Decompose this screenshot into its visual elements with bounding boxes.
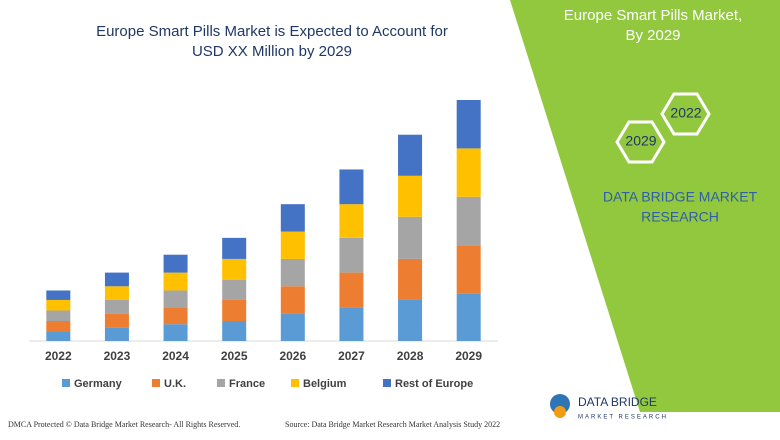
bar-segment <box>46 299 71 311</box>
legend-label: Rest of Europe <box>395 378 473 390</box>
panel-heading: By 2029 <box>625 27 680 44</box>
dmca: DMCA Protected © Data Bridge Market Rese… <box>8 420 240 429</box>
bar-segment <box>339 237 364 273</box>
chart-title: Europe Smart Pills Market is Expected to… <box>96 23 448 40</box>
source: Source: Data Bridge Market Research Mark… <box>285 420 500 429</box>
bar-segment <box>398 134 423 176</box>
bar-segment <box>46 321 71 332</box>
x-tick-label: 2024 <box>162 349 189 363</box>
hex-label: 2022 <box>670 105 701 121</box>
panel-heading: Europe Smart Pills Market, <box>564 7 742 24</box>
hexagon <box>615 120 666 164</box>
hexagon <box>660 92 711 136</box>
bar-segment <box>163 272 188 291</box>
x-tick-label: 2023 <box>104 349 131 363</box>
bar-segment <box>456 245 481 294</box>
bar-segment <box>222 258 247 280</box>
bar-segment <box>280 204 305 232</box>
logo-sub: MARKET RESEARCH <box>578 415 668 421</box>
legend-swatch <box>152 379 160 387</box>
bar-segment <box>46 290 71 300</box>
bar-segment <box>456 293 481 341</box>
bar-segment <box>222 279 247 300</box>
bar-segment <box>456 148 481 197</box>
bar-segment <box>104 299 129 314</box>
bar-segment <box>398 258 423 300</box>
bar-segment <box>280 313 305 341</box>
bar-segment <box>104 313 129 328</box>
chart-title: USD XX Million by 2029 <box>192 43 352 60</box>
bar-segment <box>456 100 481 149</box>
bar-segment <box>339 272 364 308</box>
x-tick-label: 2028 <box>397 349 424 363</box>
bar-segment <box>46 310 71 322</box>
legend-label: U.K. <box>164 378 186 390</box>
bar-segment <box>104 327 129 341</box>
bar-segment <box>398 175 423 217</box>
logo-mark <box>554 406 566 418</box>
footer-band <box>0 412 780 440</box>
x-tick-label: 2022 <box>45 349 72 363</box>
x-tick-label: 2027 <box>338 349 365 363</box>
bar-segment <box>104 286 129 300</box>
legend-swatch <box>383 379 391 387</box>
green-panel <box>510 0 780 412</box>
bar-segment <box>222 321 247 341</box>
bar-segment <box>280 258 305 287</box>
bar-segment <box>222 299 247 322</box>
bar-segment <box>456 196 481 246</box>
bar-segment <box>339 204 364 238</box>
bar-segment <box>163 290 188 308</box>
brand-text: RESEARCH <box>641 209 719 225</box>
x-tick-label: 2026 <box>279 349 306 363</box>
bar-segment <box>163 254 188 273</box>
bar-segment <box>280 231 305 259</box>
bar-segment <box>104 272 129 287</box>
bar-segment <box>222 237 247 259</box>
legend-swatch <box>62 379 70 387</box>
bar-segment <box>163 307 188 325</box>
bar-segment <box>163 324 188 341</box>
logo-name: DATA BRIDGE <box>578 395 657 409</box>
bar-segment <box>339 307 364 341</box>
bar-segment <box>46 331 71 341</box>
bar-segment <box>280 286 305 314</box>
legend-swatch <box>217 379 225 387</box>
brand-text: DATA BRIDGE MARKET <box>603 189 758 205</box>
bar-segment <box>339 169 364 205</box>
legend-label: Germany <box>74 378 123 390</box>
legend-label: France <box>229 378 265 390</box>
hex-label: 2029 <box>625 133 656 149</box>
bar-segment <box>398 299 423 341</box>
legend-label: Belgium <box>303 378 347 390</box>
x-tick-label: 2029 <box>455 349 482 363</box>
bar-segment <box>398 216 423 259</box>
x-tick-label: 2025 <box>221 349 248 363</box>
legend-swatch <box>291 379 299 387</box>
